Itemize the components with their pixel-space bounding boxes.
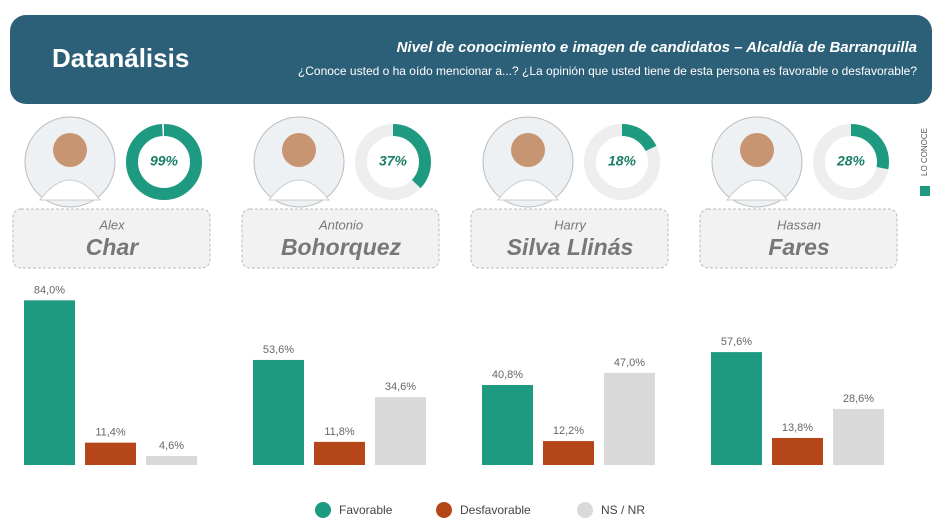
bar [543, 441, 594, 465]
value-label: 84,0% [34, 284, 65, 296]
name-card [12, 208, 211, 269]
photo-head [282, 133, 316, 167]
photo-body [267, 179, 331, 201]
name-card [699, 208, 898, 269]
donut-label: 18% [608, 153, 637, 169]
photo-head [511, 133, 545, 167]
value-label: 47,0% [614, 357, 645, 369]
legend-swatch [577, 502, 593, 518]
bar [604, 372, 655, 465]
donut-arc [584, 124, 660, 200]
last-name: Silva Llinás [507, 234, 634, 260]
name-card [470, 208, 669, 269]
bar [711, 352, 762, 465]
legend-swatch [436, 502, 452, 518]
last-name: Char [86, 234, 139, 260]
subtitle: ¿Conoce usted o ha oído mencionar a...? … [298, 64, 917, 78]
title: Nivel de conocimiento e imagen de candid… [397, 39, 917, 56]
value-label: 12,2% [553, 425, 584, 437]
donut-label: 99% [150, 153, 179, 169]
side-label-swatch [920, 186, 930, 196]
first-name: Harry [554, 217, 587, 232]
last-name: Bohorquez [281, 234, 402, 260]
side-label: LO CONOCE [920, 128, 929, 176]
bar [24, 300, 75, 465]
brand: Datanálisis [52, 43, 189, 73]
legend-label: Desfavorable [460, 503, 531, 517]
first-name: Alex [98, 217, 125, 232]
bar [482, 385, 533, 465]
legend-label: Favorable [339, 503, 393, 517]
value-label: 57,6% [721, 336, 752, 348]
name-card [241, 208, 440, 269]
value-label: 28,6% [843, 393, 874, 405]
bar [375, 397, 426, 465]
bar [772, 437, 823, 465]
bar [253, 359, 304, 465]
photo-head [53, 133, 87, 167]
value-label: 40,8% [492, 369, 523, 381]
value-label: 11,8% [324, 426, 355, 438]
header-band [10, 15, 932, 104]
donut-arc [813, 124, 889, 200]
value-label: 13,8% [782, 422, 813, 434]
donut-arc [355, 124, 431, 200]
photo-body [725, 179, 789, 201]
donut-arc [126, 124, 202, 200]
first-name: Antonio [318, 217, 363, 232]
bar [85, 442, 136, 465]
value-label: 4,6% [159, 440, 184, 452]
bar [146, 455, 197, 465]
bar [314, 441, 365, 465]
first-name: Hassan [777, 217, 821, 232]
value-label: 53,6% [263, 344, 294, 356]
legend-label: NS / NR [601, 503, 645, 517]
donut-label: 28% [836, 153, 866, 169]
bar [833, 408, 884, 465]
photo-body [38, 179, 102, 201]
donut-label: 37% [379, 153, 408, 169]
last-name: Fares [768, 234, 829, 260]
value-label: 11,4% [95, 427, 126, 439]
photo-head [740, 133, 774, 167]
value-label: 34,6% [385, 381, 416, 393]
legend-swatch [315, 502, 331, 518]
photo-body [496, 179, 560, 201]
